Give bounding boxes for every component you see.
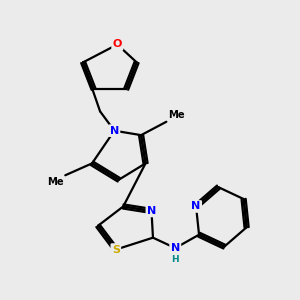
Text: N: N [191,202,201,212]
Text: Me: Me [168,110,184,120]
Text: O: O [112,40,122,50]
Text: Me: Me [47,177,64,187]
Text: S: S [112,244,120,255]
Text: N: N [110,126,119,136]
Text: N: N [171,243,180,253]
Text: H: H [172,255,179,264]
Text: N: N [147,206,156,216]
